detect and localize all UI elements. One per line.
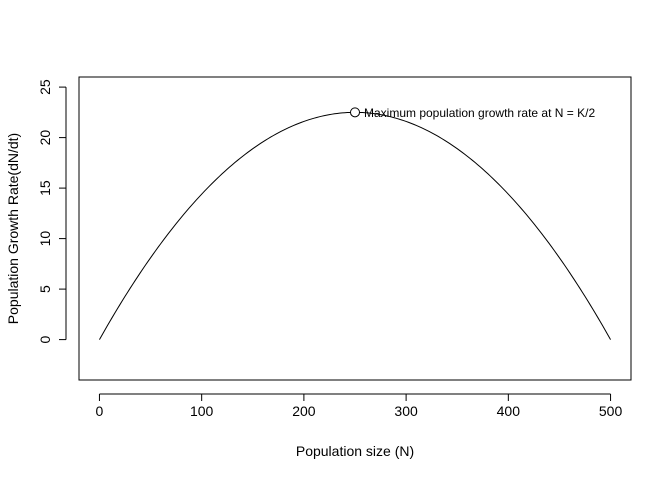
y-tick-label: 10 [37,231,53,247]
y-axis-label: Population Growth Rate(dN/dt) [5,133,21,324]
max-growth-annotation: Maximum population growth rate at N = K/… [364,106,595,120]
x-tick-label: 500 [599,403,623,419]
x-tick-label: 200 [292,403,316,419]
x-tick-label: 0 [96,403,104,419]
x-axis-label: Population size (N) [296,443,414,459]
growth-rate-curve [99,111,611,340]
y-tick-label: 0 [37,335,53,343]
y-tick-label: 20 [37,130,53,146]
plot-frame [78,76,632,381]
x-tick-label: 300 [394,403,418,419]
x-tick-label: 400 [497,403,521,419]
x-tick-label: 100 [190,403,214,419]
y-tick-label: 5 [37,285,53,293]
max-growth-point-marker [350,107,360,118]
y-tick-label: 25 [37,79,53,95]
y-tick-label: 15 [37,180,53,196]
